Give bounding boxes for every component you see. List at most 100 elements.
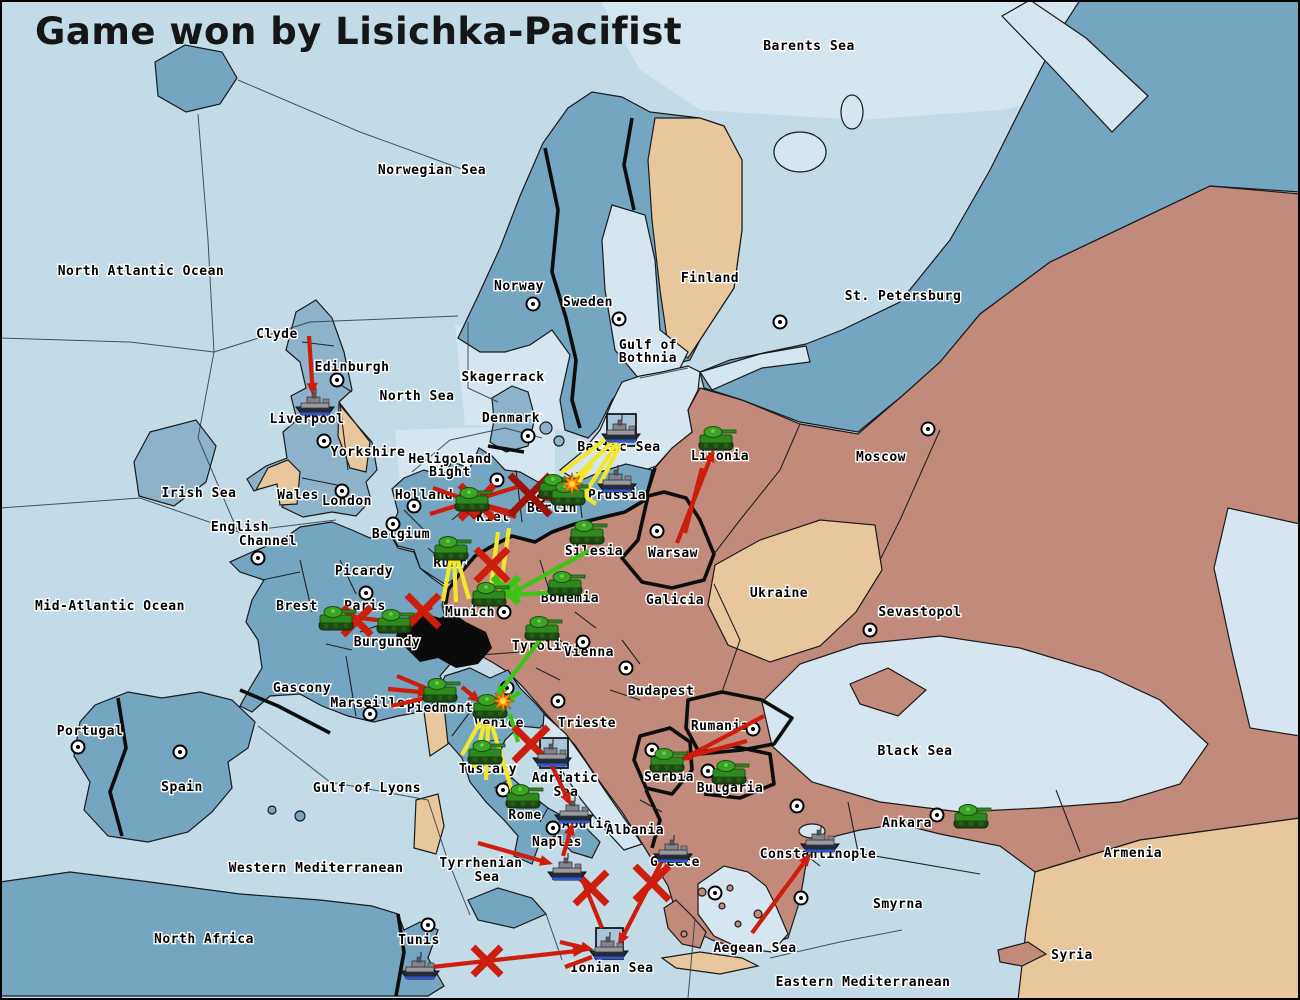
sardinia (413, 793, 445, 855)
supply-center-smyrna (793, 890, 809, 906)
finland-region (647, 117, 743, 359)
label-naples: Naples (532, 835, 582, 850)
label-piedmont: Piedmont (407, 701, 474, 716)
supply-center-budapest (618, 660, 634, 676)
balearic-isle (267, 805, 277, 815)
aegean-islands (680, 884, 763, 938)
label-syria: Syria (1051, 948, 1093, 963)
label-adriatic: Adriatic (532, 771, 599, 786)
army-unit-piedmont (422, 678, 461, 703)
move-arrow-r (690, 738, 748, 759)
label-western-mediterranean: Western Mediterranean (229, 861, 404, 876)
wales-region (254, 459, 301, 506)
move-arrow-r (396, 674, 429, 691)
label-munich: Munich (445, 605, 495, 620)
supply-center-marseilles (362, 706, 378, 722)
army-unit-bulgaria (711, 760, 750, 785)
move-arrow-y (581, 442, 618, 499)
aegean-sea-shape (697, 865, 789, 953)
label-albania: Albania (606, 823, 664, 838)
label-irish-sea: Irish Sea (162, 486, 237, 501)
peloponnese (663, 899, 707, 949)
fleet-unit-tyrrhenian-sea (547, 853, 587, 881)
label-spain: Spain (161, 780, 203, 795)
supply-center-sevastopol (862, 622, 878, 638)
army-unit-burgundy (376, 609, 415, 634)
caspian-sea (1213, 507, 1300, 737)
move-arrow-r (550, 765, 571, 806)
label-edinburgh: Edinburgh (315, 360, 390, 375)
label-tunis: Tunis (398, 933, 440, 948)
label-warsaw: Warsaw (648, 546, 698, 561)
label-budapest: Budapest (628, 684, 695, 699)
label-sea: Sea (475, 870, 500, 885)
explosion-burst (560, 472, 584, 496)
label-gascony: Gascony (273, 681, 331, 696)
label-tyrrhenian: Tyrrhenian (439, 856, 522, 871)
label-armenia: Armenia (1104, 846, 1162, 861)
move-arrow-y (451, 556, 459, 603)
label-gulf-of: Gulf of (619, 338, 677, 353)
label-clyde: Clyde (256, 327, 298, 342)
supply-center-moscow (920, 421, 936, 437)
failed-move-x (632, 863, 672, 903)
army-unit-bohemia (547, 571, 586, 596)
label-norway: Norway (494, 279, 544, 294)
label-portugal: Portugal (57, 724, 124, 739)
label-london: London (322, 494, 372, 509)
label-serbia: Serbia (644, 770, 694, 785)
move-arrow-y (569, 440, 614, 484)
fleet-unit-prussia (597, 465, 637, 493)
supply-center-london (334, 483, 350, 499)
move-arrow-r (750, 853, 811, 935)
label-norwegian-sea: Norwegian Sea (378, 163, 486, 178)
label-brest: Brest (276, 599, 318, 614)
move-arrow-r (560, 822, 575, 857)
supply-center-denmark (520, 428, 536, 444)
label-bothnia: Bothnia (619, 351, 677, 366)
label-constantinople: Constantinople (760, 847, 877, 862)
label-channel: Channel (239, 534, 297, 549)
army-unit-paris (318, 606, 357, 631)
label-north-africa: North Africa (154, 932, 254, 947)
cyprus (997, 941, 1048, 967)
fleet-unit-greece (653, 835, 693, 863)
label-sweden: Sweden (563, 295, 613, 310)
fleet-unit-baltic-sea-dislodged (601, 415, 641, 443)
label-gulf-of-lyons: Gulf of Lyons (313, 781, 421, 796)
supply-center-munich (496, 604, 512, 620)
danish-isle (553, 435, 565, 447)
fleet-unit-ionian-sea-dislodged (589, 932, 629, 960)
north-africa-region (0, 871, 445, 997)
fleet-unit-adriatic-sea-dislodged (532, 739, 572, 767)
supply-center-vienna (575, 634, 591, 650)
army-unit-serbia (649, 748, 688, 773)
label-barents-sea: Barents Sea (763, 39, 855, 54)
supply-center-holland (406, 498, 422, 514)
page-title: Game won by Lisichka-Pacifist (35, 10, 682, 53)
label-english: English (211, 520, 269, 535)
failed-move-x (470, 944, 504, 978)
gulf-of-finland (699, 345, 811, 391)
failed-move-x (507, 472, 553, 518)
labels-layer: Barents Sea Norwegian Sea North Atlantic O… (34, 38, 1163, 992)
thin-borders (261, 341, 1081, 875)
supply-center-norway (525, 296, 541, 312)
supply-center-sweden (611, 311, 627, 327)
supply-center-naples (545, 820, 561, 836)
label-yorkshire: Yorkshire (331, 445, 406, 460)
label-skagerrack: Skagerrack (461, 370, 544, 385)
label-bight: Bight (429, 465, 471, 480)
move-arrow-y (454, 556, 472, 600)
label-wales: Wales (277, 488, 319, 503)
supply-center-paris (358, 585, 374, 601)
move-arrow-r (477, 840, 553, 866)
army-unit-livonia (698, 426, 737, 451)
move-arrow-y (460, 720, 482, 757)
crimea (849, 667, 928, 717)
label-north-sea: North Sea (380, 389, 455, 404)
supply-center-st-petersburg (772, 314, 788, 330)
iberia (73, 691, 256, 843)
